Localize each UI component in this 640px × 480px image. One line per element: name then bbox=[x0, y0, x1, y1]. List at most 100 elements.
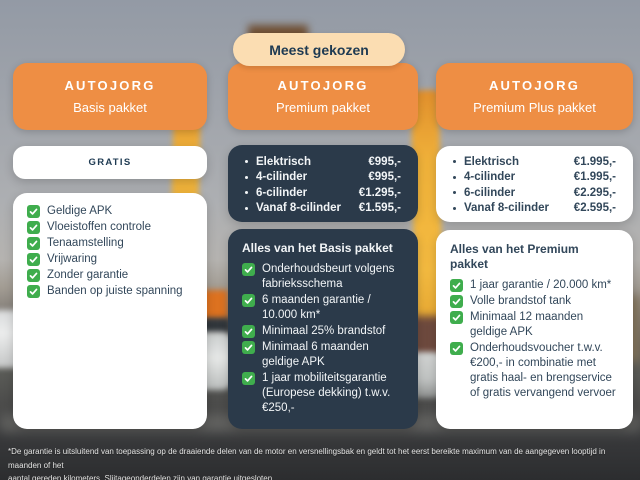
check-icon bbox=[27, 237, 40, 250]
features-card-premium: Alles van het Basis pakket Onderhoudsbeu… bbox=[228, 229, 418, 429]
check-icon bbox=[242, 341, 255, 354]
price-card-premium-plus: Elektrisch €1.995,- 4-cilinder €1.995,- … bbox=[436, 146, 633, 222]
price-value: €1.995,- bbox=[573, 171, 616, 184]
feature-label: Vloeistoffen controle bbox=[47, 221, 151, 233]
check-icon bbox=[242, 372, 255, 385]
engine-type-label: Elektrisch bbox=[464, 155, 519, 168]
feature-item: Onderhoudsbeurt volgens fabrieksschema bbox=[242, 262, 404, 292]
feature-item: Tenaamstelling bbox=[27, 236, 193, 251]
engine-type-label: 4-cilinder bbox=[464, 171, 516, 184]
footer-disclaimer: *De garantie is uitsluitend van toepassi… bbox=[8, 445, 636, 480]
feature-label: 1 jaar garantie / 20.000 km* bbox=[470, 279, 612, 291]
features-card-basis: Geldige APK Vloeistoffen controle Tenaam… bbox=[13, 193, 207, 429]
package-name: Premium pakket bbox=[276, 100, 370, 115]
package-name: Basis pakket bbox=[73, 100, 147, 115]
feature-item: 1 jaar garantie / 20.000 km* bbox=[450, 278, 619, 293]
check-icon bbox=[27, 205, 40, 218]
feature-label: Tenaamstelling bbox=[47, 237, 124, 249]
check-icon bbox=[450, 311, 463, 324]
feature-label: 1 jaar mobiliteitsgarantie (Europese dek… bbox=[262, 372, 391, 414]
price-row: Vanaf 8-cilinder €1.595,- bbox=[245, 201, 401, 217]
check-icon bbox=[27, 285, 40, 298]
price-value: €1.595,- bbox=[358, 202, 401, 215]
feature-label: Banden op juiste spanning bbox=[47, 285, 183, 297]
price-value: €995,- bbox=[368, 155, 401, 168]
price-box-gratis: GRATIS bbox=[13, 146, 207, 179]
price-card-premium: Elektrisch €995,- 4-cilinder €995,- 6-ci… bbox=[228, 145, 418, 222]
engine-type-label: Vanaf 8-cilinder bbox=[256, 202, 342, 215]
check-icon bbox=[242, 294, 255, 307]
package-header-premium-plus: AUTOJORG Premium Plus pakket bbox=[436, 63, 633, 130]
check-icon bbox=[450, 279, 463, 292]
feature-item: Minimaal 12 maanden geldige APK bbox=[450, 310, 619, 340]
feature-label: Vrijwaring bbox=[47, 253, 98, 265]
feature-item: Volle brandstof tank bbox=[450, 294, 619, 309]
feature-item: Onderhoudsvoucher t.w.v. €200,- in combi… bbox=[450, 341, 619, 401]
check-icon bbox=[27, 269, 40, 282]
feature-label: Minimaal 25% brandstof bbox=[262, 325, 386, 337]
check-icon bbox=[242, 263, 255, 276]
footer-line-1: *De garantie is uitsluitend van toepassi… bbox=[8, 447, 606, 470]
package-header-basis: AUTOJORG Basis pakket bbox=[13, 63, 207, 130]
engine-type-label: Elektrisch bbox=[256, 155, 311, 168]
features-heading: Alles van het Premium pakket bbox=[450, 242, 579, 271]
bullet-dot bbox=[453, 191, 456, 195]
feature-label: Minimaal 6 maanden geldige APK bbox=[262, 341, 369, 368]
bullet-dot bbox=[245, 175, 248, 179]
feature-label: Volle brandstof tank bbox=[470, 295, 572, 307]
package-name: Premium Plus pakket bbox=[473, 100, 596, 115]
price-value: €1.295,- bbox=[358, 186, 401, 199]
engine-type-label: 4-cilinder bbox=[256, 171, 308, 184]
price-value: €995,- bbox=[368, 171, 401, 184]
feature-item: Vloeistoffen controle bbox=[27, 220, 193, 235]
check-icon bbox=[450, 295, 463, 308]
bullet-dot bbox=[245, 160, 248, 164]
price-row: Elektrisch €1.995,- bbox=[453, 154, 616, 170]
price-row: 6-cilinder €2.295,- bbox=[453, 185, 616, 201]
footer-line-2: aantal gereden kilometers. Slijtageonder… bbox=[8, 474, 275, 480]
gratis-label: GRATIS bbox=[88, 157, 132, 168]
brand-name: AUTOJORG bbox=[488, 78, 581, 93]
price-row: Elektrisch €995,- bbox=[245, 154, 401, 170]
bullet-dot bbox=[245, 206, 248, 210]
feature-item: Vrijwaring bbox=[27, 252, 193, 267]
feature-label: Minimaal 12 maanden geldige APK bbox=[470, 311, 584, 338]
feature-item: 6 maanden garantie / 10.000 km* bbox=[242, 293, 404, 323]
check-icon bbox=[27, 253, 40, 266]
feature-item: Zonder garantie bbox=[27, 268, 193, 283]
engine-type-label: 6-cilinder bbox=[256, 186, 308, 199]
feature-label: Onderhoudsbeurt volgens fabrieksschema bbox=[262, 263, 395, 290]
feature-item: Geldige APK bbox=[27, 204, 193, 219]
price-value: €2.295,- bbox=[573, 186, 616, 199]
price-row: Vanaf 8-cilinder €2.595,- bbox=[453, 201, 616, 217]
feature-label: Zonder garantie bbox=[47, 269, 129, 281]
bullet-dot bbox=[453, 206, 456, 210]
feature-label: Onderhoudsvoucher t.w.v. €200,- in combi… bbox=[470, 342, 616, 399]
check-icon bbox=[450, 342, 463, 355]
brand-name: AUTOJORG bbox=[64, 78, 156, 93]
feature-item: Minimaal 25% brandstof bbox=[242, 324, 404, 339]
brand-name: AUTOJORG bbox=[277, 78, 369, 93]
price-value: €1.995,- bbox=[573, 155, 616, 168]
engine-type-label: Vanaf 8-cilinder bbox=[464, 202, 550, 215]
features-heading: Alles van het Basis pakket bbox=[242, 241, 393, 255]
bullet-dot bbox=[453, 160, 456, 164]
check-icon bbox=[242, 325, 255, 338]
feature-label: 6 maanden garantie / 10.000 km* bbox=[262, 294, 371, 321]
bullet-dot bbox=[245, 191, 248, 195]
price-row: 6-cilinder €1.295,- bbox=[245, 185, 401, 201]
feature-item: 1 jaar mobiliteitsgarantie (Europese dek… bbox=[242, 371, 404, 416]
price-row: 4-cilinder €1.995,- bbox=[453, 170, 616, 186]
feature-label: Geldige APK bbox=[47, 205, 113, 217]
most-chosen-badge-label: Meest gekozen bbox=[269, 41, 369, 58]
most-chosen-badge: Meest gekozen bbox=[233, 33, 405, 66]
price-value: €2.595,- bbox=[573, 202, 616, 215]
engine-type-label: 6-cilinder bbox=[464, 186, 516, 199]
price-row: 4-cilinder €995,- bbox=[245, 170, 401, 186]
bullet-dot bbox=[453, 175, 456, 179]
features-card-premium-plus: Alles van het Premium pakket 1 jaar gara… bbox=[436, 230, 633, 429]
package-header-premium: AUTOJORG Premium pakket bbox=[228, 63, 418, 130]
feature-item: Banden op juiste spanning bbox=[27, 284, 193, 299]
check-icon bbox=[27, 221, 40, 234]
